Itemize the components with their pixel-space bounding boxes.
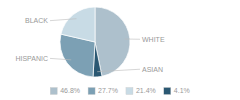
legend-item: 46.8% bbox=[50, 87, 80, 94]
slice-labels: WHITE ASIAN HISPANIC BLACK bbox=[15, 17, 164, 73]
legend-item: 27.7% bbox=[88, 87, 118, 94]
legend-label: 27.7% bbox=[98, 87, 118, 94]
slice-label: WHITE bbox=[142, 36, 165, 43]
legend-item: 4.1% bbox=[164, 87, 190, 94]
legend-label: 4.1% bbox=[174, 87, 190, 94]
legend: 46.8% 27.7% 21.4% 4.1% bbox=[50, 87, 190, 94]
leader-line bbox=[50, 19, 76, 21]
pie-slice bbox=[95, 7, 130, 76]
slice-label: ASIAN bbox=[142, 66, 163, 73]
legend-swatch bbox=[50, 88, 57, 95]
leader-line bbox=[50, 58, 71, 59]
legend-swatch bbox=[164, 88, 171, 95]
leader-line bbox=[97, 69, 140, 71]
slice-label: BLACK bbox=[25, 17, 48, 24]
chart: WHITE ASIAN HISPANIC BLACK 46.8% 27.7% 21.4% 4.… bbox=[0, 0, 240, 100]
slice-label: HISPANIC bbox=[15, 55, 48, 62]
pie-slice bbox=[61, 7, 95, 42]
legend-swatch bbox=[88, 88, 95, 95]
leader-line bbox=[125, 39, 140, 40]
legend-label: 21.4% bbox=[136, 87, 156, 94]
legend-label: 46.8% bbox=[60, 87, 80, 94]
legend-item: 21.4% bbox=[126, 87, 156, 94]
legend-swatch bbox=[126, 88, 133, 95]
pie bbox=[60, 7, 130, 77]
